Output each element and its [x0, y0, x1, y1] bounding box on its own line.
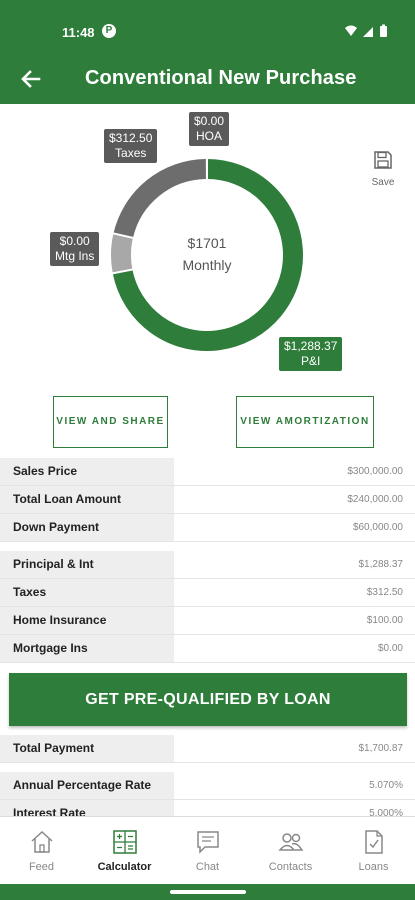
- hoa-amount: $0.00: [194, 114, 225, 128]
- nav-contacts[interactable]: Contacts: [249, 817, 332, 885]
- nav-chat[interactable]: Chat: [166, 817, 249, 885]
- mtg-ins-amount: $0.00: [59, 234, 90, 248]
- loan-summary-table: Sales Price $300,000.00 Total Loan Amoun…: [0, 458, 415, 542]
- nav-label: Chat: [195, 861, 220, 873]
- taxes-amount: $312.50: [109, 131, 153, 145]
- view-amortization-button[interactable]: VIEW AMORTIZATION: [236, 396, 374, 448]
- hoa-name: HOA: [196, 129, 223, 143]
- document-check-icon: [365, 830, 383, 854]
- nav-label: Feed: [28, 861, 55, 873]
- status-bar: 11:48 P: [0, 0, 415, 56]
- mtg-ins-name: Mtg Ins: [55, 249, 95, 263]
- nav-label: Calculator: [97, 861, 152, 873]
- row-label: Down Payment: [0, 514, 174, 541]
- save-button[interactable]: Save: [366, 150, 400, 190]
- row-value: 5.000%: [369, 808, 403, 819]
- system-gesture-bar: [0, 884, 415, 900]
- table-row: Down Payment $60,000.00: [0, 514, 415, 542]
- table-row: Principal & Int $1,288.37: [0, 551, 415, 579]
- taxes-slice: [113, 159, 207, 239]
- monthly-total-amount: $1701: [187, 235, 227, 251]
- pi-slice: [112, 159, 303, 351]
- row-label: Principal & Int: [0, 551, 174, 578]
- row-value: $240,000.00: [347, 494, 403, 505]
- back-arrow-icon[interactable]: [18, 66, 44, 92]
- app-bar: Conventional New Purchase: [0, 56, 415, 104]
- status-time: 11:48: [62, 25, 95, 40]
- monthly-label: Monthly: [182, 257, 232, 273]
- nav-feed[interactable]: Feed: [0, 817, 83, 885]
- nav-calculator[interactable]: Calculator: [83, 817, 166, 885]
- status-icons: [345, 24, 387, 37]
- nav-label: Loans: [358, 861, 389, 873]
- home-indicator[interactable]: [170, 890, 246, 894]
- page-title: Conventional New Purchase: [85, 67, 357, 89]
- pi-name: P&I: [301, 354, 321, 368]
- row-label: Annual Percentage Rate: [0, 772, 174, 799]
- row-label: Total Loan Amount: [0, 486, 174, 513]
- row-value: $1,288.37: [358, 559, 404, 570]
- pi-amount: $1,288.37: [284, 339, 338, 353]
- calculator-icon: [113, 830, 137, 854]
- view-and-share-button[interactable]: VIEW AND SHARE: [53, 396, 168, 448]
- payment-breakdown-table: Principal & Int $1,288.37 Taxes $312.50 …: [0, 551, 415, 663]
- save-label: Save: [371, 177, 395, 188]
- table-row: Annual Percentage Rate 5.070%: [0, 772, 415, 800]
- row-value: $0.00: [377, 643, 403, 654]
- slice-separator: [112, 232, 135, 240]
- taxes-tag: $312.50 Taxes: [104, 129, 158, 163]
- slice-separator: [111, 268, 134, 275]
- row-value: 5.070%: [369, 780, 403, 791]
- table-row: Taxes $312.50: [0, 579, 415, 607]
- save-icon: [374, 151, 392, 169]
- row-label: Mortgage Ins: [0, 635, 174, 662]
- payment-donut-chart: $0.00 HOA $312.50 Taxes $0.00 Mtg Ins $1…: [0, 104, 415, 394]
- get-pre-qualified-button[interactable]: GET PRE-QUALIFIED BY LOAN: [9, 673, 407, 726]
- table-row: Total Loan Amount $240,000.00: [0, 486, 415, 514]
- mtg-ins-slice: [111, 233, 134, 274]
- row-label: Total Payment: [0, 735, 174, 762]
- row-value: $312.50: [366, 587, 403, 598]
- table-row: Sales Price $300,000.00: [0, 458, 415, 486]
- row-label: Sales Price: [0, 458, 174, 485]
- row-value: $1,700.87: [358, 743, 404, 754]
- table-row: Home Insurance $100.00: [0, 607, 415, 635]
- row-value: $300,000.00: [347, 466, 403, 477]
- pi-tag: $1,288.37 P&I: [279, 337, 343, 371]
- taxes-name: Taxes: [115, 146, 147, 160]
- bottom-nav: Feed Calculator Chat Contacts: [0, 816, 415, 884]
- home-icon: [31, 830, 53, 853]
- donut-svg: [111, 158, 303, 351]
- nav-label: Contacts: [268, 861, 313, 873]
- app-notification-icon: P: [102, 24, 116, 38]
- chat-icon: [197, 831, 219, 854]
- table-row: Mortgage Ins $0.00: [0, 635, 415, 663]
- contacts-icon: [278, 833, 304, 851]
- row-value: $100.00: [366, 615, 403, 626]
- total-payment-table: Total Payment $1,700.87: [0, 735, 415, 763]
- row-label: Home Insurance: [0, 607, 174, 634]
- nav-loans[interactable]: Loans: [332, 817, 415, 885]
- table-row: Total Payment $1,700.87: [0, 735, 415, 763]
- row-label: Taxes: [0, 579, 174, 606]
- hoa-tag: $0.00 HOA: [189, 112, 230, 146]
- row-value: $60,000.00: [352, 522, 403, 533]
- mtg-ins-tag: $0.00 Mtg Ins: [50, 232, 100, 266]
